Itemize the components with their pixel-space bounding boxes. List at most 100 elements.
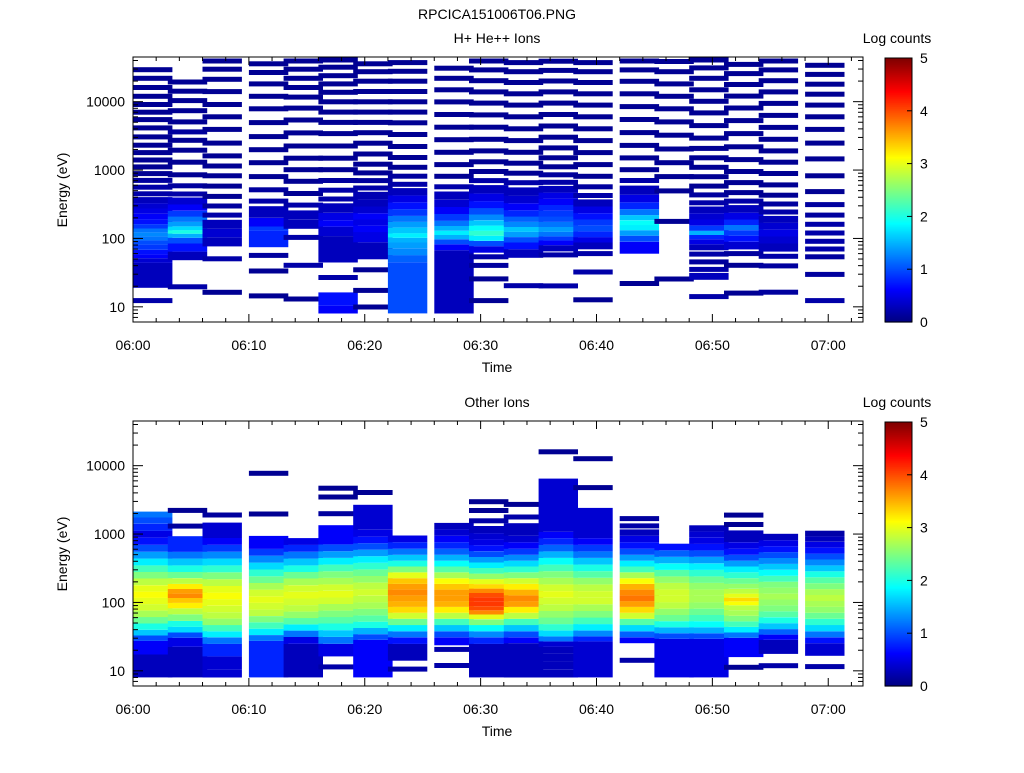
heatmap-cell — [538, 252, 578, 258]
heatmap-cell — [619, 130, 660, 136]
heatmap-cell — [167, 230, 208, 234]
heatmap-cell — [387, 666, 428, 672]
colorbar-tick-label: 5 — [920, 414, 928, 430]
heatmap-cell — [133, 232, 173, 237]
heatmap-cell — [318, 558, 358, 565]
heatmap-cell — [387, 99, 428, 105]
heatmap-cell — [469, 276, 509, 282]
colorbar-segment — [885, 636, 912, 639]
heatmap-cell — [619, 595, 660, 602]
heatmap-cell — [619, 554, 660, 561]
heatmap-cell — [202, 183, 242, 189]
heatmap-cell — [619, 657, 660, 663]
heatmap-cell — [619, 117, 660, 122]
heatmap-cell — [202, 203, 242, 209]
heatmap-cell — [724, 597, 764, 602]
heatmap-cell — [654, 556, 694, 564]
heatmap-cell — [202, 140, 242, 146]
heatmap-cell — [387, 548, 428, 555]
heatmap-cell — [283, 105, 323, 111]
heatmap-cell — [167, 593, 208, 598]
heatmap-cell — [469, 124, 509, 130]
colorbar-segment — [885, 572, 912, 575]
heatmap-cell — [434, 99, 474, 105]
colorbar-segment — [885, 92, 912, 95]
colorbar-segment — [885, 584, 912, 587]
heatmap-cell — [248, 198, 289, 204]
colorbar-segment — [885, 634, 912, 637]
heatmap-cell — [503, 221, 544, 227]
heatmap-cell — [503, 542, 544, 549]
heatmap-cell — [248, 160, 289, 166]
heatmap-cell — [283, 544, 323, 552]
colorbar-segment — [885, 304, 912, 307]
heatmap-cell — [469, 551, 509, 557]
heatmap-cell — [387, 542, 428, 549]
heatmap-cell — [202, 228, 242, 238]
heatmap-cell — [573, 507, 613, 539]
heatmap-cell — [434, 184, 474, 190]
heatmap-cell — [248, 535, 289, 549]
colorbar-segment — [885, 474, 912, 477]
heatmap-cell — [167, 221, 208, 227]
heatmap-cell — [167, 646, 208, 678]
heatmap-cell — [573, 184, 613, 190]
heatmap-cell — [167, 172, 208, 178]
heatmap-cell — [353, 562, 393, 570]
heatmap-cell — [167, 551, 208, 559]
heatmap-cell — [503, 554, 544, 561]
heatmap-cell — [202, 586, 242, 593]
heatmap-cell — [353, 615, 393, 622]
colorbar-segment — [885, 252, 912, 255]
heatmap-cell — [724, 262, 764, 268]
heatmap-cell — [689, 615, 729, 622]
colorbar-segment — [885, 684, 912, 687]
heatmap-cell — [805, 298, 845, 304]
heatmap-cell — [202, 572, 242, 580]
heatmap-cell — [689, 244, 729, 251]
colorbar-tick-label: 0 — [920, 678, 928, 694]
heatmap-cell — [133, 150, 173, 156]
heatmap-cell — [469, 201, 509, 209]
heatmap-cell — [805, 601, 845, 607]
heatmap-cell — [724, 71, 764, 77]
heatmap-cell — [469, 159, 509, 165]
heatmap-cell — [202, 656, 242, 670]
heatmap-cell — [202, 522, 242, 538]
axes: 06:00 06:10 06:20 06:30 06:40 06:50 07:00 10 100… — [86, 57, 863, 353]
colorbar-frame — [884, 57, 913, 323]
heatmap-cell — [434, 226, 474, 231]
colorbar-segment — [885, 186, 912, 189]
heatmap-cell — [248, 562, 289, 570]
colorbar-segment — [885, 598, 912, 601]
heatmap-cell — [167, 614, 208, 621]
heatmap-cell — [387, 578, 428, 584]
heatmap-cell — [503, 601, 544, 607]
colorbar-segment — [885, 648, 912, 651]
heatmap-cell — [469, 185, 509, 194]
heatmap-cell — [654, 106, 694, 112]
heatmap-cell — [689, 563, 729, 570]
heatmap-cell — [318, 604, 358, 611]
heatmap-cell — [689, 627, 729, 634]
heatmap-cell — [318, 203, 358, 213]
axes: 06:00 06:10 06:20 06:30 06:40 06:50 07:00 10 100… — [86, 421, 863, 717]
heatmap-cell — [469, 579, 509, 584]
heatmap-cell — [758, 533, 799, 541]
heatmap-cell — [724, 578, 764, 584]
x-tick-label: 06:50 — [695, 701, 730, 717]
heatmap-cell — [619, 178, 660, 183]
heatmap-cell — [434, 65, 474, 71]
heatmap-cell — [202, 163, 242, 169]
colorbar-segment — [885, 610, 912, 613]
colorbar-segment — [885, 486, 912, 489]
heatmap-cell — [353, 206, 393, 214]
heatmap-cell — [469, 254, 509, 260]
colorbar-segment — [885, 578, 912, 581]
heatmap-cell — [353, 536, 393, 544]
colorbar-tick-label: 5 — [920, 50, 928, 66]
heatmap-cell — [805, 173, 845, 179]
heatmap-cell — [202, 643, 242, 657]
colorbar-segment — [885, 604, 912, 607]
